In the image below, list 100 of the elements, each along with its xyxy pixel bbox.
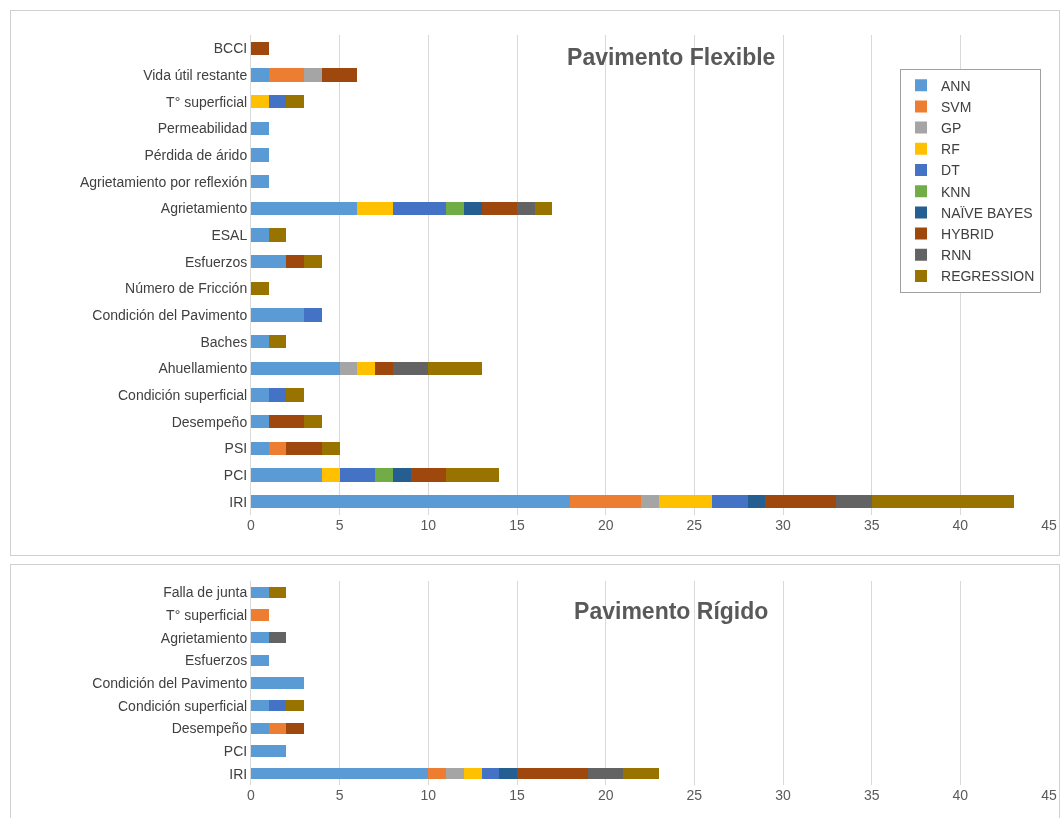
bar — [410, 468, 447, 482]
bar — [623, 768, 659, 780]
x-tick-label: 10 — [420, 787, 437, 803]
bar — [251, 495, 571, 509]
x-tick-label: 5 — [335, 517, 344, 533]
bar — [481, 201, 517, 215]
bar — [304, 68, 322, 82]
x-tick-label: 20 — [597, 787, 614, 803]
y-tick-label: Pérdida de árido — [144, 146, 248, 163]
bar — [446, 468, 500, 482]
bar — [392, 201, 447, 215]
bar — [446, 768, 464, 780]
bar — [251, 68, 269, 82]
bar — [534, 201, 553, 215]
y-tick-label: IRI — [229, 493, 248, 510]
bar — [251, 586, 269, 598]
bar — [251, 441, 269, 455]
bar — [251, 700, 269, 712]
bar — [286, 441, 322, 455]
legend-label: ANN — [941, 77, 971, 94]
y-tick-label: Condición superficial — [118, 697, 248, 714]
y-tick-label: Desempeño — [171, 413, 248, 430]
bar — [286, 255, 305, 269]
y-tick-label: BCCI — [213, 40, 248, 57]
x-tick-label: 45 — [1041, 787, 1057, 803]
bar — [268, 700, 287, 712]
y-tick-label: Desempeño — [171, 720, 248, 737]
x-tick-label: 40 — [952, 787, 969, 803]
bar — [357, 201, 393, 215]
bar — [251, 722, 269, 734]
x-tick-label: 25 — [686, 787, 703, 803]
bar — [268, 228, 287, 242]
y-tick-label: Permeabilidad — [157, 120, 248, 137]
y-tick-label: Número de Fricción — [125, 280, 248, 297]
bar — [304, 308, 322, 322]
y-tick-label: T° superficial — [166, 93, 248, 110]
bar — [375, 468, 393, 482]
chart-title: Pavimento Flexible — [567, 44, 776, 71]
y-tick-label: ESAL — [211, 226, 248, 243]
x-tick-label: 0 — [247, 517, 256, 533]
y-tick-label: Agrietamiento — [160, 200, 248, 217]
bar — [251, 609, 269, 621]
bar — [339, 361, 358, 375]
y-tick-label: Agrietamiento — [160, 629, 248, 646]
bar — [251, 175, 269, 189]
x-tick-label: 35 — [863, 517, 880, 533]
x-tick-label: 20 — [597, 517, 614, 533]
x-tick-label: 5 — [335, 787, 344, 803]
legend-label: HYBRID — [941, 226, 994, 243]
y-tick-label: T° superficial — [166, 606, 248, 623]
bar — [251, 41, 269, 55]
bar — [517, 201, 535, 215]
bar — [268, 388, 287, 402]
legend-label: REGRESSION — [941, 268, 1035, 285]
bar — [268, 441, 287, 455]
x-tick-label: 45 — [1041, 517, 1057, 533]
y-tick-label: Condición superficial — [118, 386, 248, 403]
x-tick-label: 40 — [952, 517, 969, 533]
bar — [251, 361, 340, 375]
y-tick-label: PCI — [223, 466, 248, 483]
bar — [658, 495, 713, 509]
bar — [251, 148, 269, 162]
bar — [641, 495, 659, 509]
legend-label: RNN — [941, 247, 972, 264]
bar — [251, 768, 429, 780]
legend-label: NAÏVE BAYES — [941, 204, 1033, 221]
bar — [463, 768, 482, 780]
bar — [836, 495, 872, 509]
bar — [286, 700, 305, 712]
x-tick-label: 30 — [775, 517, 791, 533]
bar — [321, 441, 340, 455]
bar — [428, 361, 482, 375]
y-tick-label: Agrietamiento por reflexión — [79, 173, 248, 190]
bar — [251, 255, 287, 269]
bar — [268, 632, 287, 644]
bar — [251, 632, 269, 644]
bar — [251, 95, 269, 109]
bar — [268, 68, 305, 82]
legend-label: SVM — [941, 98, 972, 115]
bar — [765, 495, 837, 509]
y-tick-label: PSI — [224, 440, 248, 457]
y-tick-label: Condición del Pavimento — [92, 306, 248, 323]
bar — [871, 495, 1014, 509]
y-tick-label: Vida útil restante — [143, 66, 248, 83]
y-tick-label: Esfuerzos — [184, 253, 248, 270]
x-tick-label: 10 — [420, 517, 437, 533]
bar — [446, 201, 464, 215]
y-tick-label: Baches — [200, 333, 248, 350]
bar — [251, 654, 269, 666]
bar — [587, 768, 624, 780]
y-tick-label: Condición del Pavimento — [92, 674, 248, 691]
y-tick-label: IRI — [229, 765, 248, 782]
bar — [428, 768, 447, 780]
bar — [286, 95, 305, 109]
bar — [463, 201, 482, 215]
text: Pavimento Rígido — [574, 598, 769, 625]
bar — [499, 768, 517, 780]
bar — [268, 335, 287, 349]
bar — [304, 255, 322, 269]
bar — [357, 361, 376, 375]
